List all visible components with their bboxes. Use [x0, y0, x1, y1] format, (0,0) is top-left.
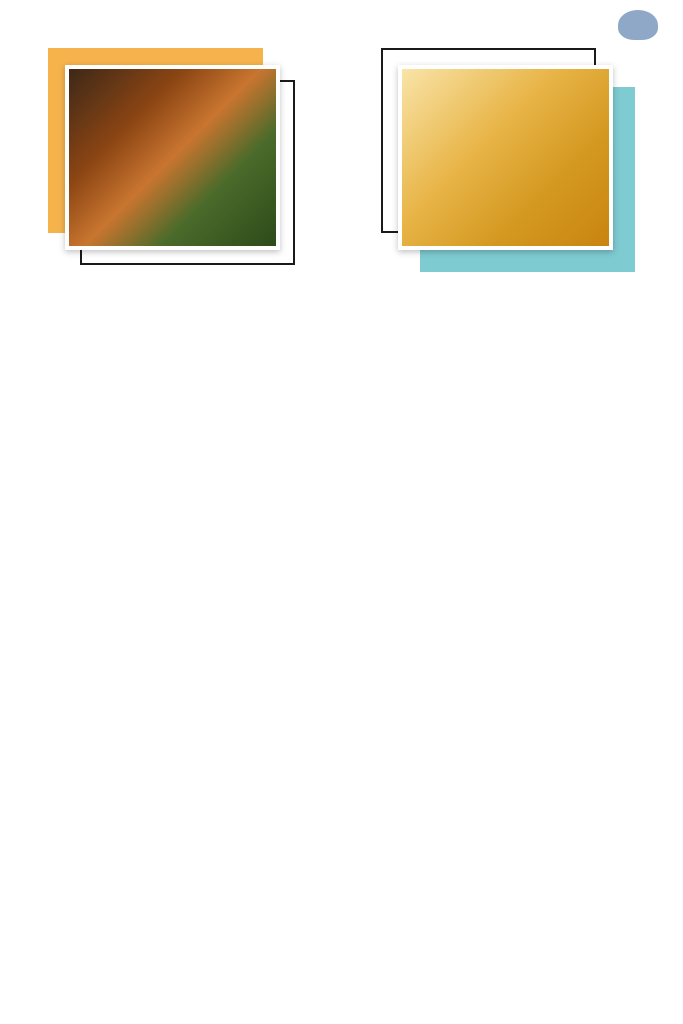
logo-bird-icon	[618, 10, 658, 40]
maple-image-frame	[60, 60, 290, 260]
images-row	[40, 60, 643, 260]
maple-syrup-image	[65, 65, 280, 250]
honey-image-frame	[393, 60, 623, 260]
logo	[608, 10, 668, 42]
honey-image	[398, 65, 613, 250]
